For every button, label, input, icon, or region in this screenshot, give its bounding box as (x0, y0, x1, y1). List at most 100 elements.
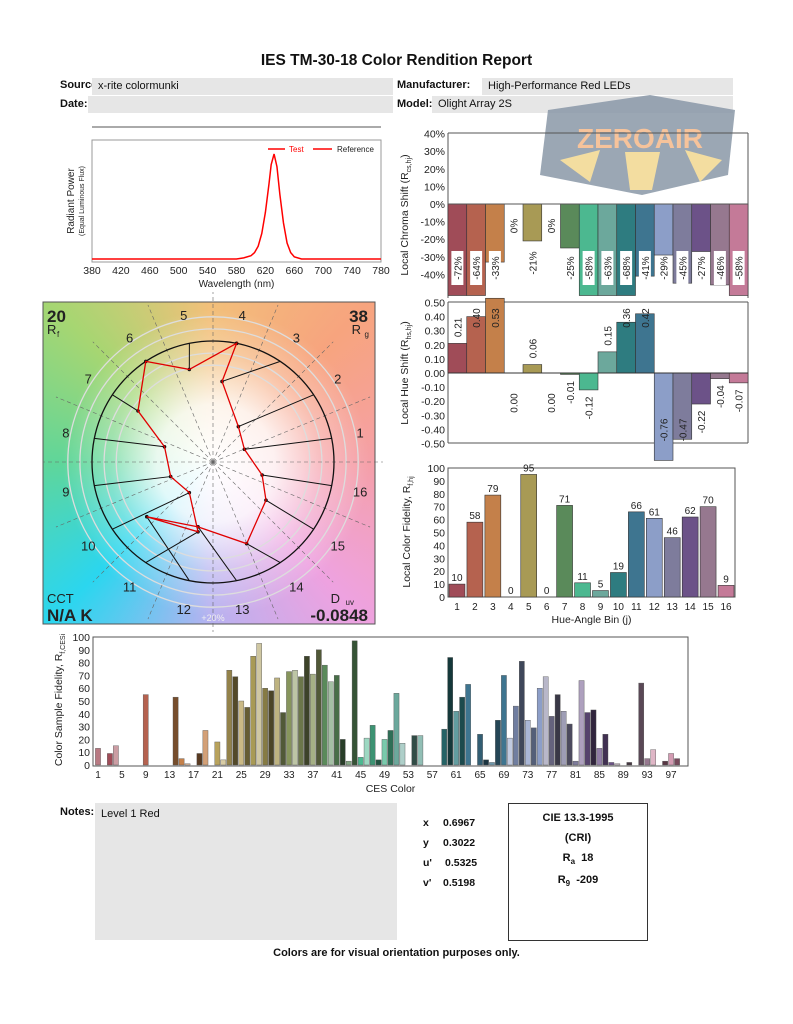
ces-bar (262, 688, 268, 766)
fidelity-value-label: 0 (544, 586, 550, 597)
x-tick-label: 53 (403, 770, 415, 781)
ces-bar (477, 734, 483, 766)
footer-note: Colors are for visual orientation purpos… (273, 947, 520, 959)
ces-bar (674, 758, 680, 766)
source-field: x-rite colormunki (92, 78, 393, 95)
axis-label-subscript: hs,hj (406, 324, 413, 339)
hue-shift-value-label: 0.06 (528, 338, 539, 358)
ces-bar (172, 696, 179, 766)
watermark-ray (625, 152, 660, 190)
ces-bar (95, 748, 101, 766)
rg-value: 38 (349, 307, 368, 326)
shift-arrow (94, 437, 165, 448)
ces-bar (316, 649, 322, 766)
ces-bar (274, 677, 280, 766)
x-tick-label: 41 (331, 770, 343, 781)
y-tick-label: 0.10 (425, 354, 446, 366)
hue-bin-label: 16 (353, 484, 367, 499)
chroma-value-label: -21% (528, 251, 539, 274)
ces-bar (513, 705, 519, 766)
ces-bar (298, 676, 304, 766)
x-tick-label: 17 (188, 770, 200, 781)
ces-bar (351, 640, 358, 766)
axis-label-text: Color Sample Fidelity, R (53, 653, 65, 766)
date-label: Date: (60, 98, 88, 110)
fidelity-bar (574, 582, 591, 598)
spectrum-plot-frame (91, 139, 382, 263)
axis-label-subscript: cs,hj (406, 157, 413, 172)
legend-reference-label: Reference (337, 145, 374, 154)
y-tick-label: 40 (433, 540, 445, 552)
ces-bar (196, 753, 203, 766)
rg-label: R (352, 322, 361, 337)
x-tick-label: 12 (649, 602, 661, 613)
ces-bar (614, 763, 621, 766)
ces-bar (584, 712, 591, 766)
x-tick-label: 460 (141, 265, 159, 277)
y-tick-label: 50 (433, 528, 445, 540)
y-axis-label: Radiant Power (66, 168, 77, 234)
fidelity-value-label: 0 (508, 586, 514, 597)
ces-bar (453, 711, 459, 766)
ces-bar (596, 748, 603, 766)
x-tick-label: 10 (613, 602, 625, 613)
ces-bar (214, 741, 221, 766)
duv-label: D (331, 591, 340, 606)
hue-shift-bar (616, 321, 636, 374)
chromaticity-row: y 0.3022 (423, 837, 476, 849)
chroma-bar (560, 203, 580, 249)
hue-bin-label: 11 (123, 580, 137, 595)
ces-bar (644, 758, 650, 766)
y-tick-label: 0.50 (425, 298, 446, 310)
chroma-value-label: -25% (566, 256, 577, 279)
source-label: Source: (60, 79, 101, 91)
x-tick-label: 420 (112, 265, 130, 277)
chroma-label-box (713, 251, 726, 285)
ces-bar (202, 730, 209, 766)
x-tick-label: 33 (283, 770, 295, 781)
chromaticity-row: x 0.6967 (423, 817, 476, 829)
ces-bar (387, 730, 394, 766)
ces-bar (280, 712, 286, 766)
x-tick-label: 740 (343, 265, 361, 277)
y-tick-label: 60 (433, 515, 445, 527)
watermark-text: ZEROAIR (577, 123, 703, 154)
ces-bar (441, 728, 448, 766)
ces-bar (220, 759, 227, 766)
ces-bar (292, 670, 298, 766)
ces-bar (608, 762, 615, 766)
x-tick-label: 77 (546, 770, 558, 781)
fidelity-value-label: 9 (723, 574, 729, 585)
x-tick-label: 49 (379, 770, 391, 781)
ces-bar (411, 735, 418, 766)
hue-shift-value-label: 0.36 (622, 308, 633, 328)
hue-bin-label: 1 (357, 426, 364, 441)
ces-bar (465, 684, 471, 766)
hue-bin-divider (212, 461, 371, 528)
y-tick-label: -0.50 (421, 439, 445, 451)
y-tick-label: 80 (433, 489, 445, 501)
chromaticity-row: v' 0.5198 (423, 877, 476, 889)
ces-bar (226, 670, 233, 766)
chroma-value-label: -72% (453, 256, 464, 279)
chroma-value-label: -45% (678, 256, 689, 279)
fidelity-value-label: 70 (703, 496, 715, 507)
y-tick-label: 40 (78, 709, 90, 721)
ces-bar (393, 693, 400, 766)
hue-bin-divider (92, 341, 214, 463)
chroma-label-box (638, 251, 651, 285)
fidelity-bar (681, 516, 699, 598)
hue-shift-value-label: 0.21 (453, 317, 464, 337)
ces-bar (250, 656, 256, 766)
shift-arrow (146, 516, 190, 581)
ces-bar (560, 711, 567, 766)
shift-arrow (265, 499, 314, 530)
y-tick-label: -40% (420, 269, 445, 281)
y-tick-label: 30% (424, 146, 445, 158)
shift-arrow (94, 476, 171, 487)
ces-bar (357, 757, 364, 766)
x-tick-label: 97 (666, 770, 678, 781)
y-tick-label: 40% (424, 129, 445, 141)
y-tick-label: 0.00 (425, 368, 446, 380)
ces-bar (566, 723, 573, 766)
